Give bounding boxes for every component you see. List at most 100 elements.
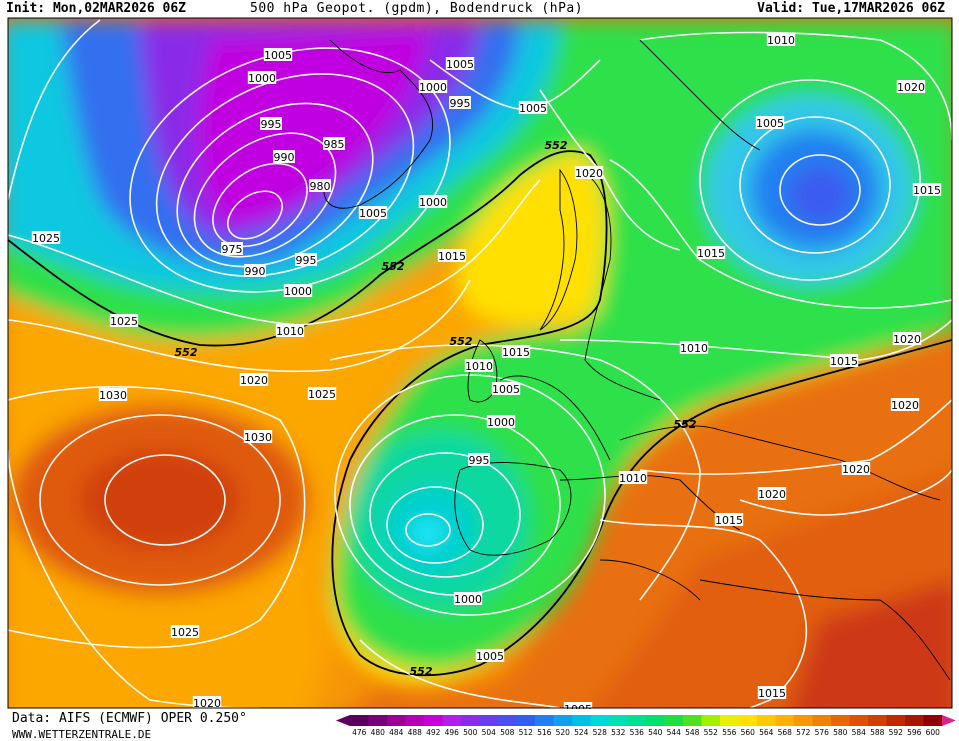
isobar-label: 1015 xyxy=(757,686,787,700)
isobar-label: 1005 xyxy=(263,48,293,62)
isobar-label-text: 1010 xyxy=(680,342,708,355)
isobar-label-text: 1020 xyxy=(193,697,221,710)
isobar-label-text: 1020 xyxy=(240,374,268,387)
isobar-label-text: 995 xyxy=(450,97,471,110)
isobar-label: 980 xyxy=(309,179,331,193)
isobar-label: 1020 xyxy=(757,487,787,501)
colorbar-tick-label: 508 xyxy=(500,728,515,737)
isobar-label-text: 985 xyxy=(324,138,345,151)
colorbar-tick-label: 576 xyxy=(815,728,830,737)
colorbar-tick-label: 556 xyxy=(722,728,737,737)
isobar-label: 1005 xyxy=(491,382,521,396)
isobar-label-text: 1000 xyxy=(284,285,312,298)
isobar-label-text: 1005 xyxy=(359,207,387,220)
isobar-label: 1005 xyxy=(358,206,388,220)
footer: Data: AIFS (ECMWF) OPER 0.250° WWW.WETTE… xyxy=(0,709,959,741)
colorbar-segment xyxy=(572,715,591,726)
colorbar-segment xyxy=(479,715,499,726)
isobar-label-text: 995 xyxy=(469,454,490,467)
colorbar-tick-label: 512 xyxy=(519,728,534,737)
colorbar-tick-label: 536 xyxy=(630,728,645,737)
colorbar-tick-label: 572 xyxy=(796,728,811,737)
colorbar-tick-label: 568 xyxy=(778,728,793,737)
isobar-label: 1015 xyxy=(714,513,744,527)
geopotential-label: 552 xyxy=(382,260,405,273)
isobar-label-text: 1020 xyxy=(575,167,603,180)
colorbar-segment xyxy=(831,715,850,726)
colorbar-tick-label: 484 xyxy=(389,728,404,737)
colorbar-segment xyxy=(461,715,480,726)
isobar-label-text: 1010 xyxy=(276,325,304,338)
colorbar-segment xyxy=(387,715,406,726)
colorbar-segment xyxy=(683,715,702,726)
isobar-label: 1015 xyxy=(437,249,467,263)
isobar-label: 985 xyxy=(323,137,345,151)
isobar-label-text: 1015 xyxy=(697,247,725,260)
geopotential-label-text: 552 xyxy=(674,418,697,431)
isobar-label-text: 1015 xyxy=(758,687,786,700)
geopotential-label-text: 552 xyxy=(545,139,568,152)
colorbar-tick-label: 560 xyxy=(741,728,756,737)
isobar-label-text: 1025 xyxy=(308,388,336,401)
colorbar-tick-label: 588 xyxy=(870,728,885,737)
valid-time: Valid: Tue,17MAR2026 06Z xyxy=(757,1,945,16)
colorbar-tick-label: 520 xyxy=(556,728,571,737)
isobar-label-text: 1020 xyxy=(842,463,870,476)
isobar-label-text: 1005 xyxy=(519,102,547,115)
colorbar-tick-label: 552 xyxy=(704,728,719,737)
colorbar-segment xyxy=(553,715,573,726)
isobar-label: 1000 xyxy=(283,284,313,298)
isobar-label: 1005 xyxy=(445,57,475,71)
colorbar-segment xyxy=(701,715,721,726)
isobar-label: 995 xyxy=(468,453,490,467)
isobar-label: 1010 xyxy=(275,324,305,338)
colorbar-segment xyxy=(516,715,536,726)
colorbar-tick-label: 516 xyxy=(537,728,552,737)
isobar-label-text: 1005 xyxy=(446,58,474,71)
isobar-label-text: 1005 xyxy=(756,117,784,130)
colorbar-segment xyxy=(923,715,943,726)
website-credit: WWW.WETTERZENTRALE.DE xyxy=(12,728,152,741)
isobar-label: 1020 xyxy=(896,80,926,94)
colorbar-segment xyxy=(535,715,554,726)
isobar-label: 1020 xyxy=(192,696,222,710)
isobars xyxy=(8,19,952,708)
colorbar-tick-label: 492 xyxy=(426,728,441,737)
geopotential-label-text: 552 xyxy=(410,665,433,678)
isobar-label-text: 990 xyxy=(245,265,266,278)
colorbar-tick-label: 548 xyxy=(685,728,700,737)
isobar-label: 995 xyxy=(260,117,282,131)
isobar-label-text: 1020 xyxy=(897,81,925,94)
geopotential-552-line xyxy=(8,150,952,677)
colorbar-tick-label: 596 xyxy=(907,728,922,737)
isobar-label-text: 1005 xyxy=(476,650,504,663)
isobar-label: 990 xyxy=(273,150,295,164)
colorbar-segment xyxy=(738,715,758,726)
isobar-label: 1025 xyxy=(307,387,337,401)
isobar-label: 1020 xyxy=(892,332,922,346)
geopotential-label: 552 xyxy=(674,418,697,431)
colorbar-arrow-right xyxy=(942,715,955,726)
isobar-label-text: 1020 xyxy=(891,399,919,412)
colorbar-tick-label: 600 xyxy=(926,728,941,737)
isobar-label: 1020 xyxy=(841,462,871,476)
isobar-label: 1000 xyxy=(486,415,516,429)
colorbar-tick-label: 496 xyxy=(445,728,460,737)
colorbar-tick-label: 528 xyxy=(593,728,608,737)
isobar-label-text: 1010 xyxy=(767,34,795,47)
geopotential-label: 552 xyxy=(545,139,568,152)
colorbar-tick-label: 584 xyxy=(852,728,867,737)
colorbar-segment xyxy=(590,715,610,726)
init-time: Init: Mon,02MAR2026 06Z xyxy=(6,1,187,16)
colorbar-tick-label: 476 xyxy=(352,728,367,737)
isobar-label: 1015 xyxy=(912,183,942,197)
colorbar-segment xyxy=(424,715,443,726)
isobar-label-text: 1015 xyxy=(438,250,466,263)
isobar-label-text: 1025 xyxy=(32,232,60,245)
colorbar-segment xyxy=(794,715,813,726)
isobar-label-text: 1030 xyxy=(244,431,272,444)
isobar-label: 1015 xyxy=(696,246,726,260)
isobar-label: 1025 xyxy=(170,625,200,639)
isobar-label: 1015 xyxy=(501,345,531,359)
isobar-label: 995 xyxy=(449,96,471,110)
